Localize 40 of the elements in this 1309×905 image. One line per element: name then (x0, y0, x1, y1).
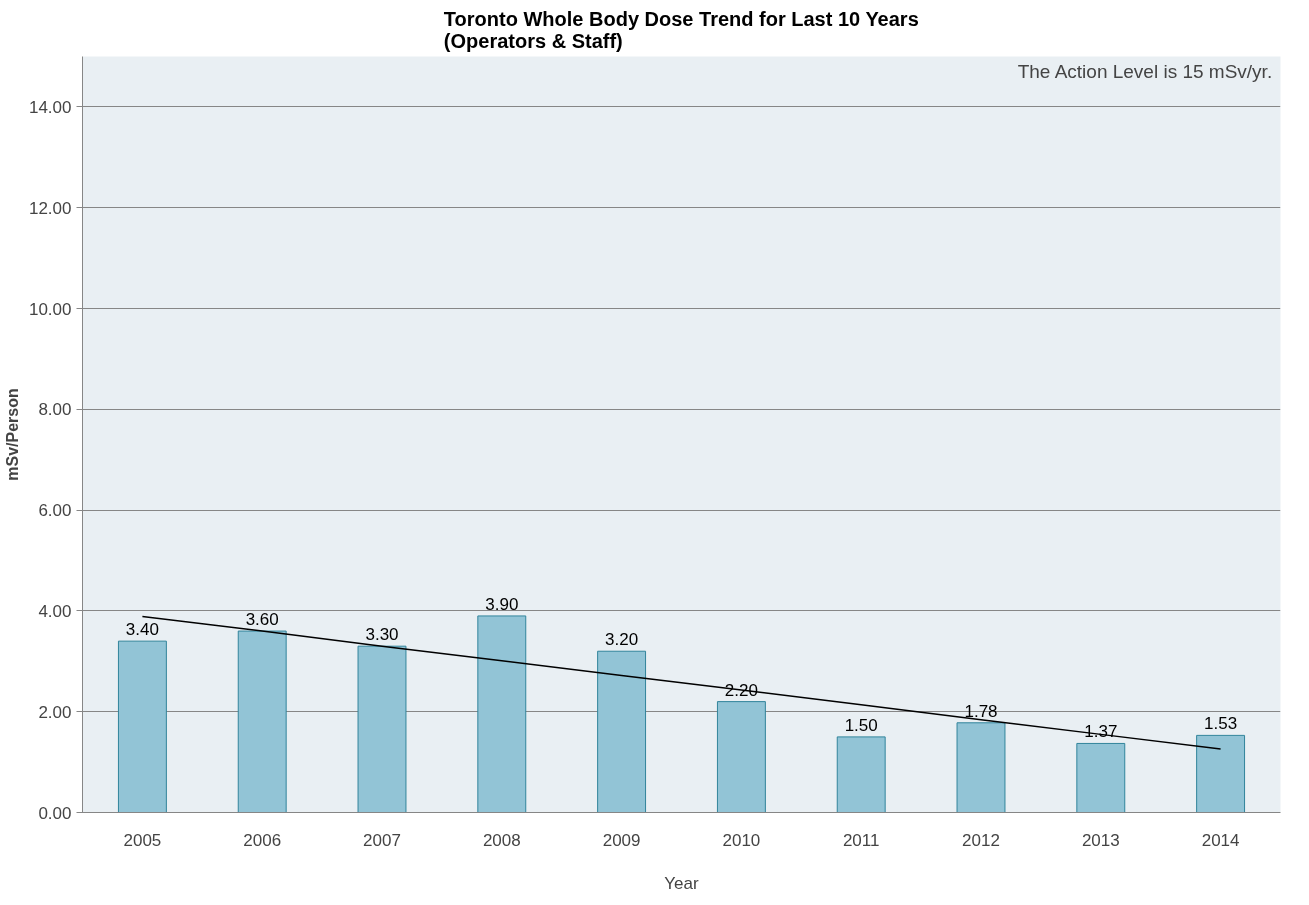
y-tick-label: 4.00 (38, 601, 72, 621)
bar (1076, 742, 1126, 813)
bar (117, 640, 167, 813)
x-tick-label: 2011 (842, 830, 880, 850)
x-tick-label: 2010 (722, 830, 761, 850)
x-tick-label: 2009 (602, 830, 641, 850)
bar (597, 650, 647, 813)
x-tick-label: 2005 (123, 830, 162, 850)
y-tick-label: 0.00 (38, 803, 72, 823)
data-label: 1.50 (844, 715, 878, 735)
bar (237, 630, 287, 813)
bar (956, 722, 1006, 813)
data-label: 3.60 (245, 610, 279, 630)
y-axis-title: mSv/Person (3, 388, 21, 481)
y-tick-label: 12.00 (28, 198, 72, 218)
data-label: 3.40 (125, 620, 159, 640)
data-label: 3.90 (485, 594, 519, 614)
x-tick-label: 2013 (1081, 830, 1120, 850)
data-label: 1.53 (1204, 714, 1238, 734)
x-axis-title: Year (664, 873, 700, 893)
annotation: The Action Level is 15 mSv/yr. (1017, 60, 1273, 82)
y-tick-label: 6.00 (38, 501, 72, 521)
x-tick-label: 2012 (962, 830, 1000, 850)
bar (716, 701, 766, 813)
y-tick-label: 2.00 (38, 702, 72, 722)
x-tick-label: 2014 (1201, 830, 1240, 850)
data-label: 3.20 (605, 630, 639, 650)
bar (836, 736, 886, 813)
y-tick-label: 10.00 (28, 299, 72, 319)
y-tick-label: 8.00 (38, 400, 72, 420)
data-label: 1.78 (964, 701, 998, 721)
bar (357, 645, 407, 813)
x-tick-label: 2007 (363, 830, 401, 850)
y-tick-label: 14.00 (28, 97, 72, 117)
bar (1196, 734, 1246, 813)
chart-title: Toronto Whole Body Dose Trend for Last 10 Years (Operators & Staff) (443, 7, 919, 52)
bar (477, 615, 527, 813)
x-tick-label: 2008 (482, 830, 521, 850)
x-tick-label: 2006 (243, 830, 282, 850)
data-label: 3.30 (365, 625, 399, 645)
